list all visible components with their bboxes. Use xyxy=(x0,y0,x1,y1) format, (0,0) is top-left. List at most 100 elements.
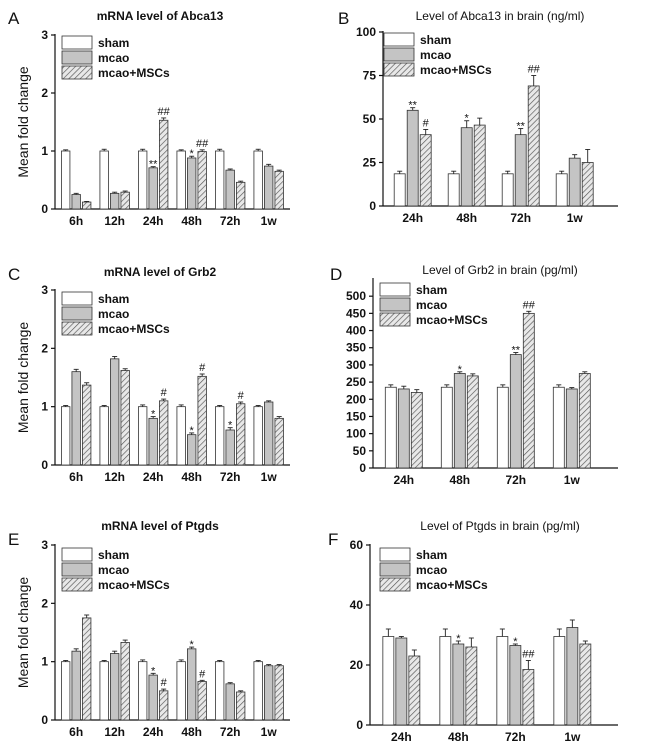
bar-mcao xyxy=(264,401,274,466)
legend-label: mcao+MSCs xyxy=(98,322,170,336)
bar-mcao-mscs xyxy=(465,646,478,726)
significance-marker: ## xyxy=(158,106,171,118)
y-tick-label: 350 xyxy=(346,341,366,355)
bar-sham xyxy=(439,636,452,726)
bar-sham xyxy=(99,150,109,210)
bar-mcao xyxy=(110,653,120,721)
legend-label: mcao+MSCs xyxy=(420,63,492,77)
significance-marker: ** xyxy=(516,121,525,133)
significance-marker: # xyxy=(199,362,206,374)
bar-sham xyxy=(384,386,397,469)
legend-label: mcao xyxy=(98,563,129,577)
significance-marker: * xyxy=(465,113,470,125)
bar-sham xyxy=(393,173,406,207)
bar-sham xyxy=(501,173,514,207)
y-tick-label: 60 xyxy=(350,538,364,552)
bar-mcao-mscs xyxy=(581,162,594,207)
bar-sham xyxy=(496,636,509,726)
bar-sham xyxy=(215,406,225,466)
x-tick-label: 1w xyxy=(567,211,584,225)
bar-mcao xyxy=(264,165,274,210)
significance-marker: * xyxy=(456,633,461,645)
bar-mcao xyxy=(397,388,410,469)
x-tick-label: 12h xyxy=(104,214,125,228)
bar-sham xyxy=(138,406,148,466)
legend-label: mcao xyxy=(98,307,129,321)
y-tick-label: 150 xyxy=(346,409,366,423)
chart-title: Level of Ptgds in brain (pg/ml) xyxy=(420,519,579,533)
legend-label: sham xyxy=(98,292,129,306)
y-tick-label: 1 xyxy=(41,400,48,414)
x-tick-label: 48h xyxy=(181,470,202,484)
bar-mcao xyxy=(395,637,408,726)
chart-panel-d: D Level of Grb2 in brain (pg/ml) 0 50 100 150… xyxy=(330,263,618,487)
legend-label: mcao xyxy=(98,51,129,65)
x-tick-label: 1w xyxy=(261,725,278,739)
bar-sham xyxy=(496,386,509,469)
bar-mcao xyxy=(110,192,120,210)
bar-mcao xyxy=(187,157,197,210)
bar-sham xyxy=(61,661,71,721)
y-tick-label: 25 xyxy=(363,156,377,170)
significance-marker: * xyxy=(228,420,233,432)
bar-sham xyxy=(553,636,566,726)
x-tick-label: 24h xyxy=(402,211,423,225)
bar-mcao-mscs xyxy=(522,312,535,469)
bar-sham xyxy=(215,150,225,210)
bar-mcao-mscs xyxy=(120,370,130,466)
panel-label: C xyxy=(8,265,20,284)
bar-mcao-mscs xyxy=(473,124,486,207)
x-tick-label: 72h xyxy=(510,211,531,225)
y-axis-label: Mean fold change xyxy=(15,66,31,178)
legend-swatch-mcao xyxy=(379,297,411,312)
bar-mcao xyxy=(509,354,522,469)
significance-marker: ** xyxy=(149,159,158,171)
bar-mcao-mscs xyxy=(159,400,169,466)
bar-sham xyxy=(99,406,109,466)
significance-marker: ## xyxy=(528,64,541,76)
x-tick-label: 48h xyxy=(448,730,469,744)
bar-mcao xyxy=(566,627,579,726)
legend-swatch-mcao-mscs xyxy=(61,577,93,592)
y-tick-label: 2 xyxy=(41,341,48,355)
bar-sham xyxy=(382,636,395,726)
x-tick-label: 72h xyxy=(505,473,526,487)
y-tick-label: 1 xyxy=(41,144,48,158)
x-tick-label: 24h xyxy=(143,725,164,739)
chart-title: mRNA level of Abca13 xyxy=(97,9,224,23)
significance-marker: * xyxy=(151,665,156,677)
y-tick-label: 0 xyxy=(41,458,48,472)
bar-mcao-mscs xyxy=(274,170,284,210)
x-tick-label: 6h xyxy=(69,214,83,228)
bar-mcao xyxy=(225,429,235,466)
bar-mcao-mscs xyxy=(159,690,169,721)
significance-marker: ** xyxy=(408,100,417,112)
bar-sham xyxy=(176,406,186,466)
y-axis-label: Mean fold change xyxy=(15,322,31,434)
bar-mcao-mscs xyxy=(410,391,423,469)
y-tick-label: 20 xyxy=(350,658,364,672)
y-tick-label: 40 xyxy=(350,598,364,612)
bar-sham xyxy=(253,406,263,466)
bar-sham xyxy=(99,661,109,721)
legend-swatch-sham xyxy=(379,282,411,297)
x-tick-label: 48h xyxy=(449,473,470,487)
y-tick-label: 450 xyxy=(346,306,366,320)
bar-mcao xyxy=(71,650,81,721)
bar-sham xyxy=(61,406,71,466)
significance-marker: ** xyxy=(512,345,521,357)
bar-mcao xyxy=(452,643,465,726)
legend-swatch-sham xyxy=(61,547,93,562)
bar-mcao-mscs xyxy=(527,85,540,207)
y-tick-label: 75 xyxy=(363,69,377,83)
x-tick-label: 72h xyxy=(220,725,241,739)
legend-label: mcao+MSCs xyxy=(98,66,170,80)
legend-swatch-mcao-mscs xyxy=(379,577,411,592)
bar-mcao xyxy=(187,434,197,466)
bar-mcao-mscs xyxy=(579,643,592,726)
bar-mcao xyxy=(148,167,158,210)
legend-swatch-mcao-mscs xyxy=(61,321,93,336)
bar-mcao xyxy=(509,645,522,726)
legend-swatch-mcao xyxy=(379,562,411,577)
